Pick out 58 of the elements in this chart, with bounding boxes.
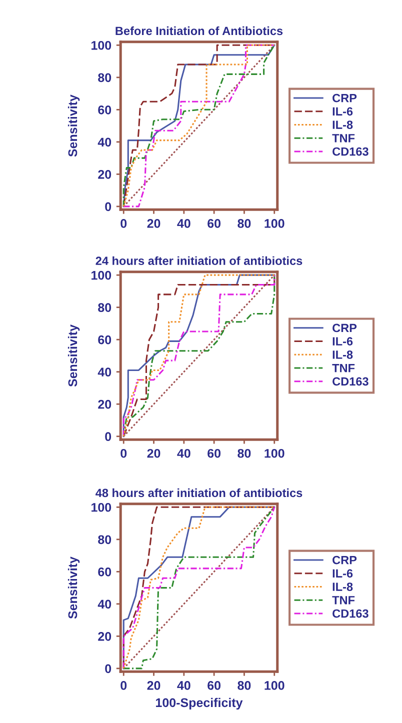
y-tick-label: 0 [105,664,112,674]
x-tick-label: 100 [264,219,284,228]
y-tick-label: 60 [98,105,112,114]
y-tick-label: 60 [98,335,112,344]
x-tick-label: 0 [120,219,127,228]
y-axis-title: Sensitivity [68,94,80,157]
y-axis-title: Sensitivity [68,556,80,619]
chart-title: Before Initiation of Antibiotics [116,26,283,36]
y-axis-title: Sensitivity [68,324,80,387]
y-tick-label: 20 [98,170,112,179]
y-tick-label: 0 [105,432,112,442]
y-tick-label: 20 [98,632,112,641]
x-tick-label: 80 [238,681,251,690]
x-tick-label: 0 [120,448,127,458]
x-tick-label: 20 [147,681,160,690]
x-tick-label: 80 [238,219,251,228]
legend-label: IL-6 [332,107,353,116]
x-tick-label: 40 [177,448,190,458]
chart-title: 48 hours after initiation of antibiotics [96,488,302,498]
chart-title: 24 hours after initiation of antibiotics [96,256,302,266]
legend-label: CRP [332,324,357,332]
x-tick-label: 20 [147,219,160,228]
x-tick-label: 60 [208,681,221,690]
y-tick-label: 100 [92,40,112,50]
y-tick-label: 20 [98,400,112,409]
legend-label: IL-8 [332,120,353,129]
y-tick-label: 0 [105,202,112,212]
x-axis-title: 100-Specificity [156,698,243,710]
legend-label: CRP [332,94,357,102]
y-tick-label: 80 [98,535,112,544]
x-tick-label: 60 [208,448,221,458]
y-tick-label: 40 [98,368,112,376]
y-tick-label: 80 [98,73,112,82]
y-tick-label: 80 [98,303,112,312]
legend-label: IL-6 [332,337,353,346]
x-tick-label: 100 [264,448,284,458]
y-tick-label: 60 [98,567,112,576]
x-tick-label: 100 [264,681,284,690]
legend-label: CD163 [332,377,368,386]
legend-label: IL-8 [332,350,353,359]
legend-label: CD163 [332,609,368,618]
x-tick-label: 40 [177,219,190,228]
y-tick-label: 40 [98,138,112,147]
legend-label: TNF [332,364,355,372]
x-tick-label: 80 [238,448,251,458]
x-tick-label: 0 [120,681,127,690]
x-tick-label: 20 [147,448,160,458]
legend-label: CRP [332,556,357,564]
legend-label: TNF [332,134,355,142]
legend-label: TNF [332,596,355,604]
y-tick-label: 100 [92,502,112,512]
legend-label: CD163 [332,147,368,156]
legend-label: IL-8 [332,582,353,591]
y-tick-label: 100 [92,270,112,280]
y-tick-label: 40 [98,600,112,609]
legend-label: IL-6 [332,569,353,578]
x-tick-label: 40 [177,681,190,690]
x-tick-label: 60 [208,219,221,228]
